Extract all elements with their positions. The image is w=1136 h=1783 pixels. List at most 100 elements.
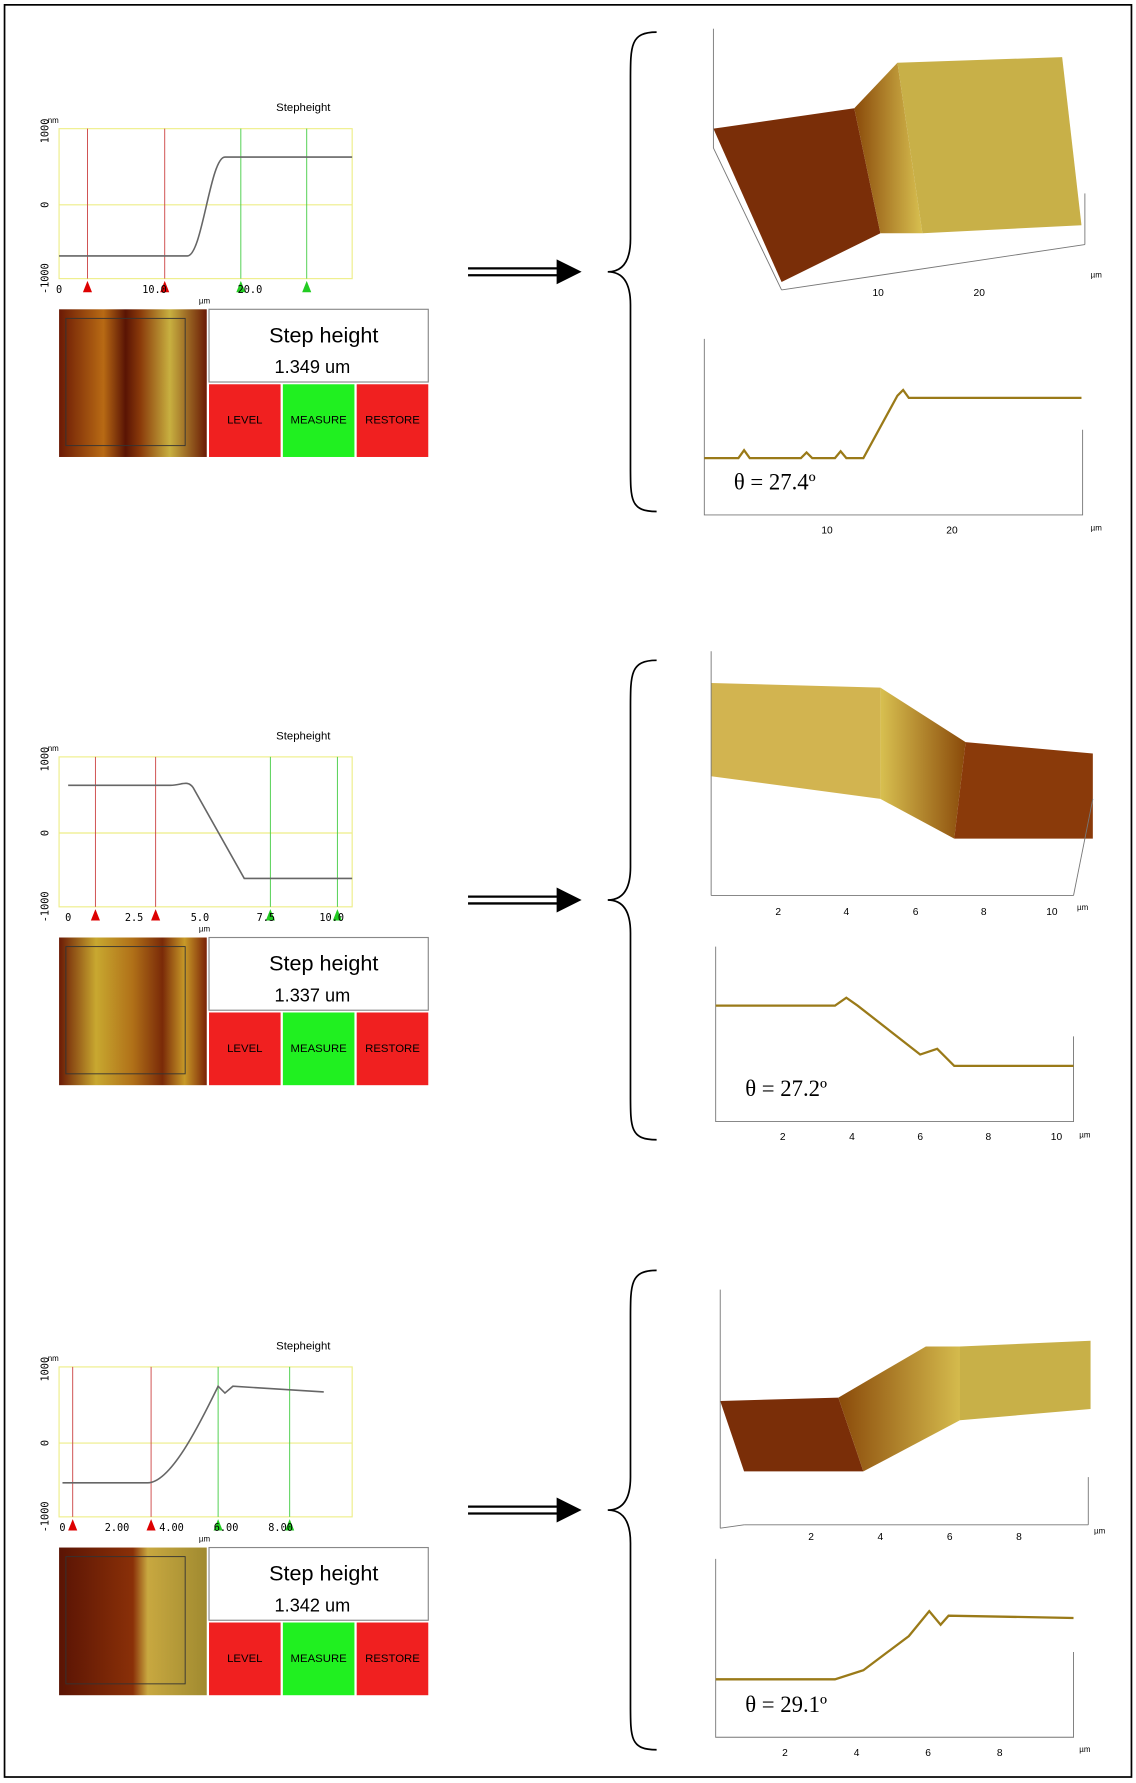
x-tick-label-3d: 8 xyxy=(1016,1532,1022,1543)
x-tick-label-3d: 2 xyxy=(775,907,781,918)
surface-3d xyxy=(897,57,1081,233)
x-tick-label-3d: 4 xyxy=(878,1532,884,1543)
readout-value: 1.349 um xyxy=(275,357,351,377)
x-tick-label-profile: 2 xyxy=(782,1748,788,1759)
y-tick-label: 0 xyxy=(40,830,51,836)
x-tick-label-3d: 10 xyxy=(1046,907,1058,918)
button-label: RESTORE xyxy=(365,1653,420,1665)
x-unit: µm xyxy=(199,925,211,934)
cursor-marker xyxy=(91,909,100,920)
x-tick-label: 6.00 xyxy=(214,1523,239,1534)
x-tick-label-3d: 4 xyxy=(843,907,849,918)
button-label: RESTORE xyxy=(365,415,420,427)
x-tick-label: 0 xyxy=(59,1523,65,1534)
x-unit: µm xyxy=(199,1535,211,1544)
button-label: LEVEL xyxy=(227,415,262,427)
x-tick-label-3d: 20 xyxy=(974,288,986,299)
x-tick-label: 7.5 xyxy=(257,913,275,924)
surface-3d xyxy=(880,688,965,839)
afm-image xyxy=(59,309,207,457)
axis-3d xyxy=(720,1525,744,1528)
plot-area xyxy=(59,1367,352,1517)
x-tick-label-profile: 10 xyxy=(821,526,833,537)
cursor-marker xyxy=(151,909,160,920)
x-unit-3d: µm xyxy=(1077,903,1089,912)
cursor-marker xyxy=(147,1519,156,1530)
profile-line xyxy=(716,1611,1074,1679)
y-tick-label: 1000 xyxy=(40,747,51,772)
surface-3d xyxy=(838,1346,965,1471)
readout-value: 1.337 um xyxy=(275,985,351,1005)
button-label: LEVEL xyxy=(227,1653,262,1665)
button-label: LEVEL xyxy=(227,1043,262,1055)
button-label: MEASURE xyxy=(291,1043,348,1055)
panel: Stepheightnm10000-1000010.020.0µmStep he… xyxy=(40,29,1102,537)
x-tick-label: 10.0 xyxy=(319,913,344,924)
y-tick-label: -1000 xyxy=(40,1501,51,1532)
x-unit-profile: µm xyxy=(1079,1130,1091,1139)
y-tick-label: 1000 xyxy=(40,119,51,144)
x-tick-label-profile: 8 xyxy=(985,1132,991,1143)
x-unit-profile: µm xyxy=(1079,1745,1091,1754)
x-unit: µm xyxy=(199,296,211,305)
profile-line xyxy=(704,390,1081,458)
cursor-marker xyxy=(68,1519,77,1530)
x-tick-label: 2.00 xyxy=(105,1523,130,1534)
x-unit-3d: µm xyxy=(1091,270,1103,279)
x-tick-label: 0 xyxy=(65,913,71,924)
arrow-head xyxy=(557,888,582,913)
x-tick-label: 5.0 xyxy=(191,913,209,924)
afm-image xyxy=(59,938,207,1086)
x-tick-label-profile: 6 xyxy=(925,1748,931,1759)
x-tick-label: 10.0 xyxy=(142,285,167,296)
y-tick-label: 1000 xyxy=(40,1357,51,1382)
x-tick-label-3d: 10 xyxy=(872,288,884,299)
chart-title: Stepheight xyxy=(276,102,331,114)
angle-label: θ = 29.1º xyxy=(745,1692,827,1717)
readout-value: 1.342 um xyxy=(275,1595,351,1615)
surface-3d xyxy=(954,742,1093,839)
x-unit-profile: µm xyxy=(1091,524,1103,533)
x-tick-label-profile: 4 xyxy=(854,1748,860,1759)
surface-3d xyxy=(720,1398,863,1472)
x-tick-label: 0 xyxy=(56,285,62,296)
cursor-marker xyxy=(83,281,92,292)
surface-3d xyxy=(711,683,880,799)
readout-title: Step height xyxy=(269,322,378,347)
brace xyxy=(608,32,657,511)
readout-title: Step height xyxy=(269,950,378,975)
button-label: MEASURE xyxy=(291,1653,348,1665)
angle-label: θ = 27.4º xyxy=(734,469,816,494)
x-tick-label-profile: 20 xyxy=(946,526,958,537)
x-tick-label-3d: 8 xyxy=(981,907,987,918)
afm-image xyxy=(59,1548,207,1696)
profile-line xyxy=(716,998,1074,1066)
x-tick-label-3d: 6 xyxy=(913,907,919,918)
chart-title: Stepheight xyxy=(276,730,331,742)
x-tick-label-profile: 4 xyxy=(849,1132,855,1143)
brace xyxy=(608,660,657,1139)
surface-3d xyxy=(713,108,880,282)
page: {"panels": [ {"stepheight_chart": {"titl… xyxy=(0,0,1136,1783)
x-tick-label: 8.00 xyxy=(268,1523,293,1534)
arrow-head xyxy=(557,259,582,284)
surface-3d xyxy=(960,1341,1091,1421)
x-unit-3d: µm xyxy=(1094,1527,1106,1536)
y-tick-label: -1000 xyxy=(40,263,51,294)
y-tick-label: 0 xyxy=(40,202,51,208)
x-tick-label-profile: 8 xyxy=(997,1748,1003,1759)
x-tick-label-profile: 6 xyxy=(917,1132,923,1143)
x-tick-label-3d: 2 xyxy=(808,1532,814,1543)
arrow-head xyxy=(557,1498,582,1523)
plot-area xyxy=(59,757,352,907)
angle-label: θ = 27.2º xyxy=(745,1076,827,1101)
y-tick-label: 0 xyxy=(40,1440,51,1446)
button-label: RESTORE xyxy=(365,1043,420,1055)
x-tick-label: 4.00 xyxy=(159,1523,184,1534)
figure: Stepheightnm10000-1000010.020.0µmStep he… xyxy=(0,0,1136,1783)
x-tick-label: 20.0 xyxy=(238,285,263,296)
x-tick-label-profile: 2 xyxy=(780,1132,786,1143)
cursor-marker xyxy=(302,281,311,292)
